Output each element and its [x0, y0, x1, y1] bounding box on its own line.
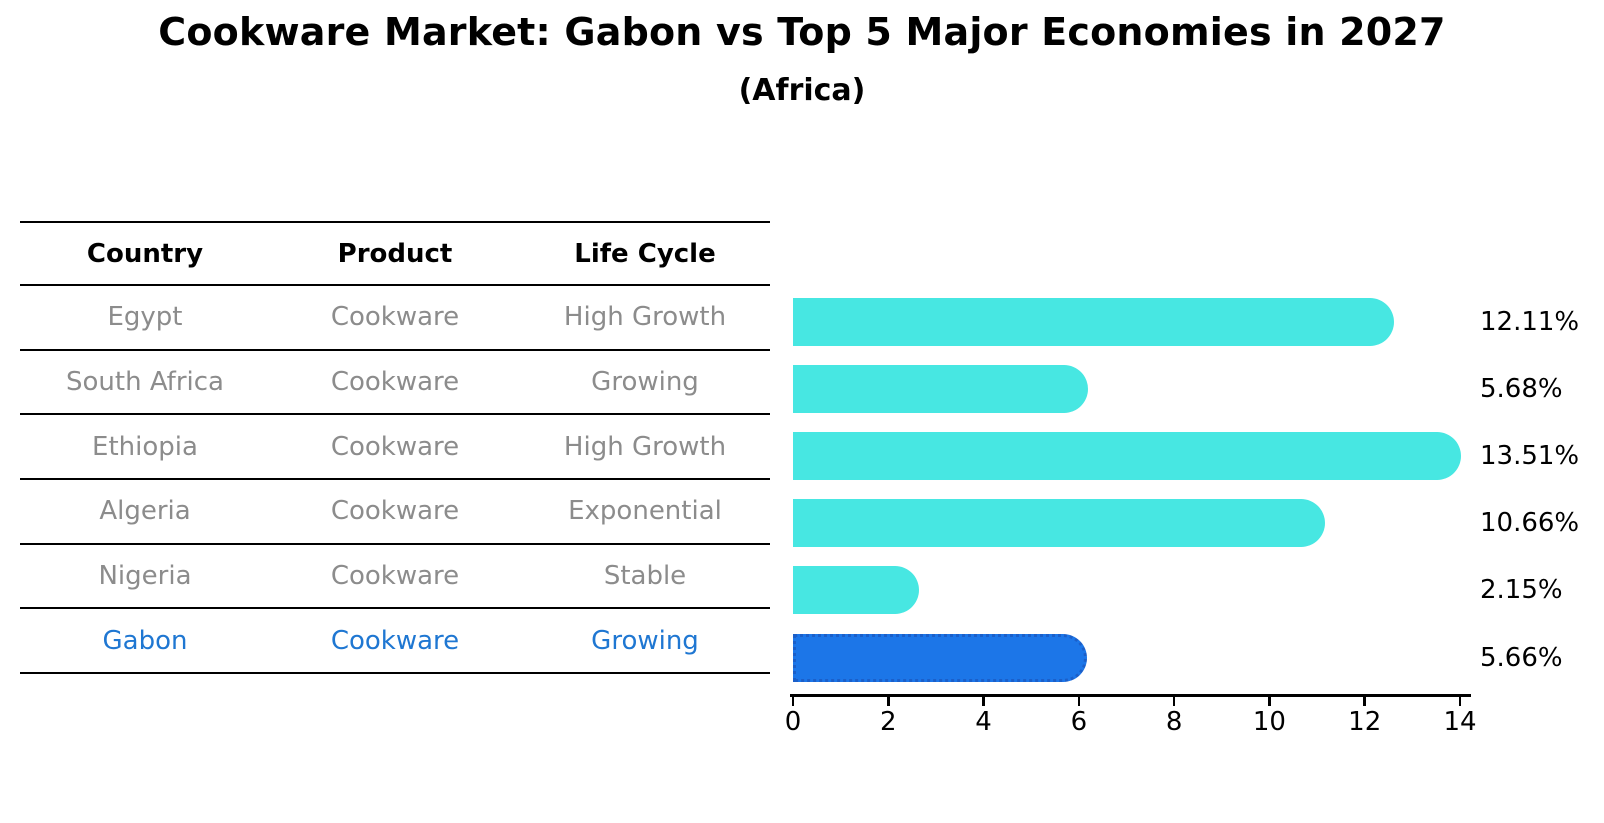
x-tick-mark [887, 695, 890, 706]
table-row-algeria: Algeria Cookware Exponential [20, 480, 770, 545]
bar-value-label: 2.15% [1480, 575, 1563, 606]
cell-life-cycle: High Growth [563, 302, 727, 333]
table-header-row: Country Product Life Cycle [20, 223, 770, 286]
cell-product: Cookware [330, 302, 460, 333]
bar-algeria [793, 499, 1325, 548]
bar-value-label: 12.11% [1480, 306, 1580, 337]
table-row-ethiopia: Ethiopia Cookware High Growth [20, 415, 770, 481]
bar-nigeria [793, 566, 920, 615]
cell-life-cycle: Stable [603, 561, 687, 592]
country-table: Country Product Life Cycle Egypt Cookware… [20, 221, 770, 675]
cell-life-cycle: High Growth [563, 431, 727, 462]
bar-value-label: 13.51% [1480, 440, 1580, 471]
x-tick-label: 12 [1348, 707, 1382, 737]
bar-value-label: 5.66% [1480, 642, 1563, 673]
cell-product: Cookware [330, 625, 460, 656]
header-cell-life-cycle: Life Cycle [574, 238, 716, 269]
x-tick-mark [1172, 695, 1176, 706]
x-tick-label: 6 [1070, 707, 1088, 737]
bar-ethiopia [793, 431, 1461, 480]
x-tick-mark [1077, 695, 1081, 706]
table-row-egypt: Egypt Cookware High Growth [20, 286, 770, 351]
x-tick-label: 4 [975, 707, 992, 737]
header-cell-product: Product [337, 238, 453, 269]
cell-country: Ethiopia [92, 431, 198, 462]
x-tick-mark [1458, 695, 1462, 706]
cell-product: Cookware [330, 496, 460, 527]
cell-life-cycle: Exponential [568, 496, 722, 527]
cell-country: Gabon [102, 625, 188, 656]
bar-egypt [793, 297, 1394, 346]
x-tick-label: 14 [1443, 707, 1477, 737]
table-row-gabon: Gabon Cookware Growing [20, 609, 770, 675]
cell-country: Algeria [99, 496, 191, 527]
bar-gabon [793, 633, 1087, 682]
table-row-south-africa: South Africa Cookware Growing [20, 351, 770, 416]
cell-product: Cookware [330, 367, 460, 398]
x-axis-line [790, 694, 1471, 697]
x-tick-label: 8 [1165, 707, 1183, 737]
table-row-nigeria: Nigeria Cookware Stable [20, 545, 770, 610]
table-rows: Egypt Cookware High Growth South Africa Cook… [20, 286, 770, 675]
cell-product: Cookware [330, 431, 460, 462]
bar-south-africa [793, 364, 1088, 413]
x-tick-mark [791, 695, 795, 706]
bar-value-label: 5.68% [1480, 373, 1563, 404]
x-tick-mark [982, 695, 985, 706]
x-tick-mark [1363, 695, 1366, 706]
bar-value-label: 10.66% [1480, 508, 1580, 539]
x-tick-label: 10 [1252, 707, 1286, 737]
cell-country: South Africa [66, 367, 224, 398]
x-tick-label: 0 [784, 707, 802, 737]
chart-subtitle: (Africa) [738, 73, 866, 108]
cell-country: Nigeria [98, 561, 192, 592]
header-cell-country: Country [86, 238, 204, 269]
cell-life-cycle: Growing [591, 367, 699, 398]
cell-life-cycle: Growing [591, 625, 699, 656]
chart-title: Cookware Market: Gabon vs Top 5 Major Ec… [158, 10, 1446, 54]
cell-country: Egypt [107, 302, 183, 333]
x-tick-label: 2 [880, 707, 897, 737]
x-tick-mark [1268, 695, 1271, 706]
cell-product: Cookware [330, 561, 460, 592]
